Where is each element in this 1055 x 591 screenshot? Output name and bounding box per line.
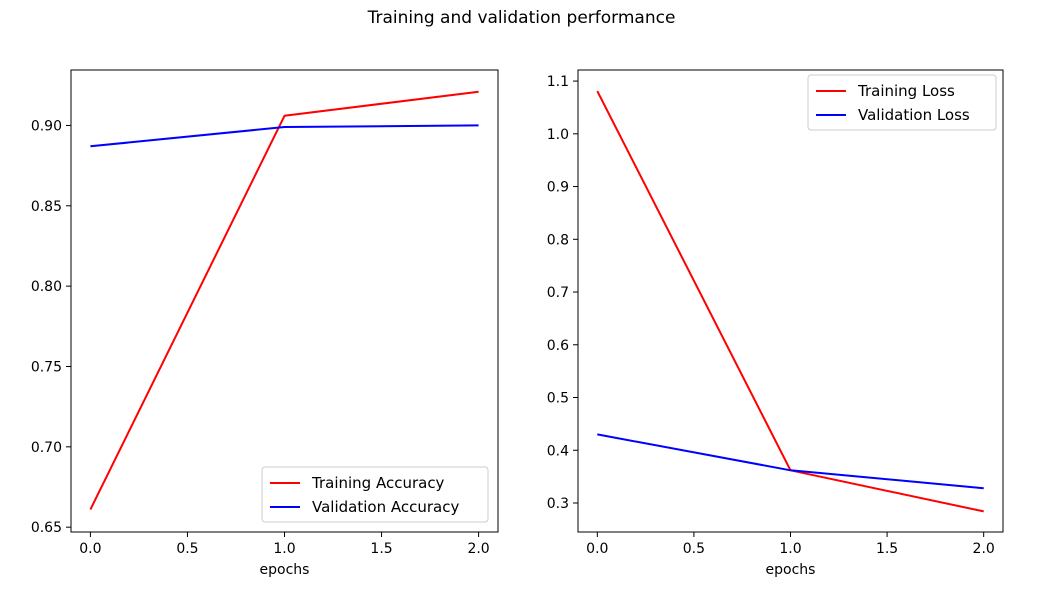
loss-x-tick-label: 2.0 — [973, 541, 995, 557]
accuracy-y-tick-label: 0.80 — [31, 279, 62, 295]
loss-y-tick-label: 0.9 — [547, 180, 569, 196]
accuracy-x-tick-label: 0.0 — [79, 541, 101, 557]
accuracy-series-line-1 — [89, 90, 479, 510]
loss-series-line-2 — [597, 433, 984, 490]
loss-y-tick-label: 0.8 — [547, 232, 569, 248]
accuracy-y-tick-label: 0.90 — [31, 118, 62, 134]
accuracy-legend: Training Accuracy Validation Accuracy — [261, 466, 489, 523]
loss-y-tick-label: 0.7 — [547, 285, 569, 301]
loss-x-tick-label: 0.0 — [586, 541, 608, 557]
loss-legend-label-2: Validation Loss — [858, 106, 970, 124]
accuracy-y-tick-label: 0.85 — [31, 199, 62, 215]
accuracy-legend-box — [261, 466, 489, 523]
loss-y-tick-label: 1.0 — [547, 127, 569, 143]
loss-series-line-1 — [596, 90, 984, 513]
loss-x-axis-label: epochs — [766, 562, 816, 578]
loss-y-tick-label: 0.3 — [547, 496, 569, 512]
accuracy-axes-frame — [70, 69, 499, 533]
loss-axes-frame — [577, 69, 1004, 533]
loss-chart: 0.0 0.5 1.0 1.5 2.0 0.3 0.4 0.5 0.6 0.7 0.8 0.9 1.0 1… — [547, 69, 1004, 578]
loss-y-tick-label: 0.6 — [547, 338, 569, 354]
loss-x-tick-label: 1.5 — [876, 541, 898, 557]
figure-title: Training and validation performance — [367, 8, 676, 28]
loss-y-tick-label: 0.5 — [547, 391, 569, 407]
accuracy-legend-label-2: Validation Accuracy — [312, 498, 459, 516]
loss-y-tick-label: 1.1 — [547, 74, 569, 90]
loss-y-tick-label: 0.4 — [547, 443, 569, 459]
accuracy-x-axis-label: epochs — [260, 562, 310, 578]
loss-x-tick-label: 0.5 — [683, 541, 705, 557]
loss-legend: Training Loss Validation Loss — [807, 74, 997, 131]
loss-legend-label-1: Training Loss — [857, 82, 955, 100]
accuracy-x-tick-label: 1.0 — [273, 541, 295, 557]
accuracy-y-tick-label: 0.75 — [31, 359, 62, 375]
loss-x-tick-label: 1.0 — [779, 541, 801, 557]
accuracy-y-tick-label: 0.65 — [31, 520, 62, 536]
accuracy-x-tick-label: 1.5 — [370, 541, 392, 557]
accuracy-x-tick-label: 2.0 — [467, 541, 489, 557]
loss-legend-box — [807, 74, 997, 131]
accuracy-chart: 0.0 0.5 1.0 1.5 2.0 0.65 0.70 0.75 0.80 0.85 0.90 e… — [31, 69, 499, 578]
accuracy-series-line-2 — [90, 124, 479, 148]
accuracy-y-tick-label: 0.70 — [31, 440, 62, 456]
accuracy-x-tick-label: 0.5 — [176, 541, 198, 557]
accuracy-legend-label-1: Training Accuracy — [311, 474, 445, 492]
